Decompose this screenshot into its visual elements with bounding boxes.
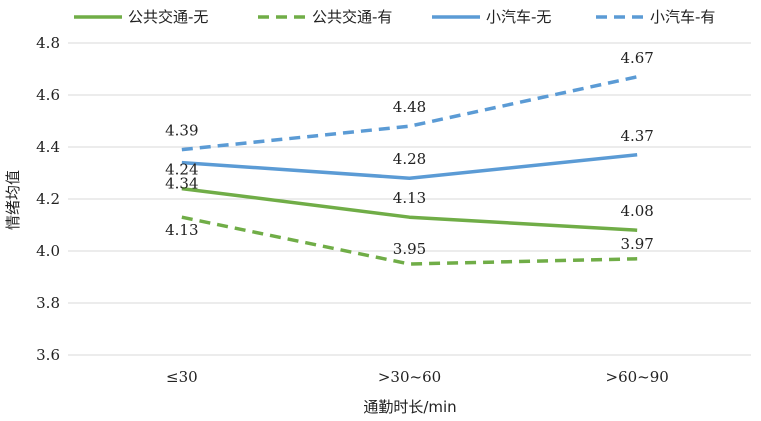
data-label: 4.13 xyxy=(165,221,198,239)
legend-label: 小汽车-无 xyxy=(486,8,551,26)
y-axis-title: 情绪均值 xyxy=(4,170,22,230)
x-axis-title: 通勤时长/min xyxy=(363,398,456,416)
y-tick-label: 4.4 xyxy=(36,138,60,156)
y-tick-label: 4.2 xyxy=(36,190,60,208)
data-label: 3.95 xyxy=(393,240,426,258)
series-line xyxy=(181,153,638,180)
x-tick-label: >60~90 xyxy=(606,368,669,386)
series-line xyxy=(181,186,638,232)
series-line xyxy=(181,75,638,152)
x-tick-label: ≤30 xyxy=(166,368,198,386)
data-label: 4.37 xyxy=(620,127,653,145)
y-tick-label: 3.6 xyxy=(36,346,60,364)
data-label: 4.28 xyxy=(393,150,426,168)
y-tick-label: 3.8 xyxy=(36,294,60,312)
x-axis-ticks: ≤30 >30~60 >60~90 xyxy=(166,368,669,386)
data-label: 4.08 xyxy=(620,202,653,220)
y-tick-label: 4.8 xyxy=(36,34,60,52)
y-tick-label: 4.6 xyxy=(36,86,60,104)
legend-label: 小汽车-有 xyxy=(650,8,715,26)
data-label: 4.39 xyxy=(165,122,198,140)
series-line xyxy=(181,215,638,266)
x-tick-label: >30~60 xyxy=(378,368,441,386)
data-label: 4.34 xyxy=(165,175,198,193)
data-label: 4.13 xyxy=(393,189,426,207)
data-labels: 4.24 4.13 4.08 4.13 3.95 3.97 4.34 4.28 4.37 4.39… xyxy=(165,49,654,258)
legend-label: 公共交通-无 xyxy=(128,8,208,26)
legend-label: 公共交通-有 xyxy=(312,8,392,26)
gridlines xyxy=(68,42,751,356)
data-label: 4.67 xyxy=(620,49,653,67)
data-label: 3.97 xyxy=(620,235,653,253)
y-tick-label: 4.0 xyxy=(36,242,60,260)
y-axis-ticks: 3.6 3.8 4.0 4.2 4.4 4.6 4.8 xyxy=(36,34,60,364)
legend: 公共交通-无 公共交通-有 小汽车-无 小汽车-有 xyxy=(74,8,715,26)
data-label: 4.24 xyxy=(165,161,198,179)
series-lines xyxy=(181,75,638,266)
data-label: 4.48 xyxy=(393,98,426,116)
